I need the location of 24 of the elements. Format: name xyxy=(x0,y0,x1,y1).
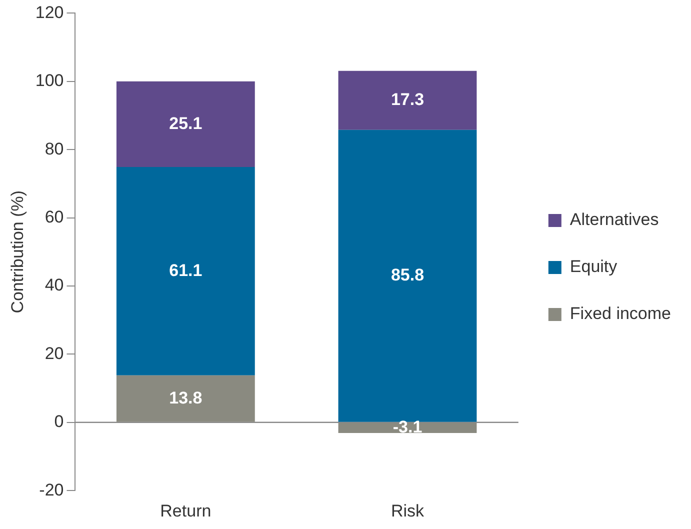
y-tick-label: 0 xyxy=(54,412,64,432)
y-tick-label: 60 xyxy=(44,207,64,226)
bar xyxy=(116,166,255,376)
data-label: 61.1 xyxy=(169,260,202,280)
y-tick-label: 20 xyxy=(44,344,64,363)
legend-label: Fixed income xyxy=(570,304,672,324)
data-label: 17.3 xyxy=(390,90,424,110)
data-label: 25.1 xyxy=(169,114,202,133)
y-tick-label: -20 xyxy=(39,480,64,500)
data-label: 85.8 xyxy=(390,266,424,285)
data-label: 13.8 xyxy=(169,388,202,408)
legend-label: Alternatives xyxy=(570,210,659,230)
data-label: -3.1 xyxy=(392,418,422,437)
y-tick-label: 40 xyxy=(44,276,64,295)
y-axis-title: Contribution (%) xyxy=(8,190,27,314)
x-tick-label: Risk xyxy=(390,501,425,520)
bar xyxy=(338,130,477,422)
y-tick-label: 100 xyxy=(35,71,64,90)
y-tick-label: 120 xyxy=(35,2,64,22)
bar xyxy=(338,70,477,130)
x-tick-label: Return xyxy=(160,501,212,520)
bar xyxy=(116,81,255,167)
legend-label: Equity xyxy=(570,257,618,276)
y-tick-label: 80 xyxy=(44,139,64,158)
